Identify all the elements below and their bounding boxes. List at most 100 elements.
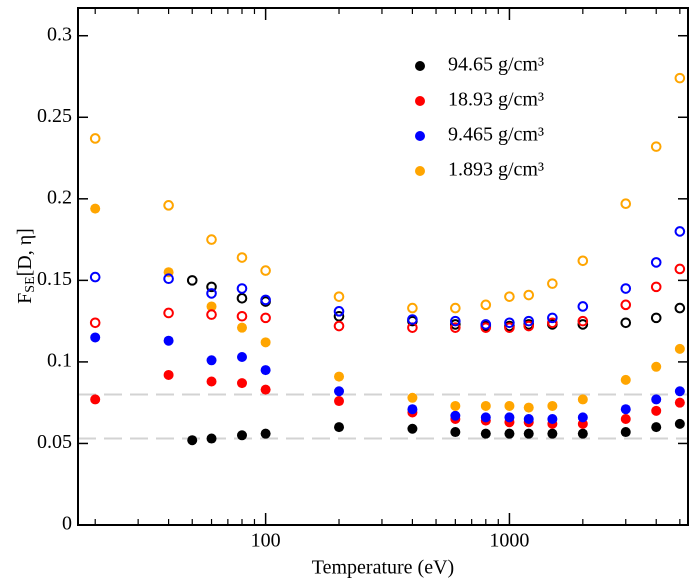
- marker: [90, 394, 101, 405]
- marker: [90, 332, 101, 343]
- y-tick-label: 0.05: [37, 431, 72, 453]
- marker: [260, 384, 271, 395]
- marker: [260, 365, 271, 376]
- open-marker: [236, 252, 248, 263]
- open-marker: [236, 283, 248, 294]
- marker: [334, 386, 345, 397]
- open-marker: [206, 234, 217, 245]
- marker: [523, 413, 534, 424]
- y-label-sub: SE: [23, 276, 38, 292]
- open-marker: [577, 255, 589, 267]
- open-marker: [333, 291, 345, 302]
- open-marker: [620, 317, 632, 329]
- marker: [163, 335, 174, 346]
- y-tick-label: 0.25: [37, 105, 72, 127]
- open-marker: [650, 257, 662, 268]
- open-marker: [480, 299, 492, 311]
- marker: [651, 361, 662, 372]
- open-marker: [236, 310, 248, 322]
- y-axis-label: FSE[D, η]: [14, 228, 39, 304]
- marker: [504, 400, 515, 411]
- marker: [504, 428, 515, 439]
- open-marker: [674, 72, 686, 84]
- y-tick-label: 0: [62, 513, 72, 535]
- marker: [577, 394, 588, 405]
- marker: [480, 428, 491, 439]
- marker: [450, 427, 461, 438]
- marker: [620, 404, 631, 415]
- marker: [206, 376, 217, 387]
- open-marker: [450, 322, 461, 333]
- marker: [260, 428, 271, 439]
- marker: [415, 61, 425, 71]
- marker: [236, 352, 247, 363]
- open-marker: [163, 200, 174, 211]
- y-tick-label: 0.3: [47, 23, 72, 45]
- open-marker: [260, 312, 271, 324]
- marker: [407, 392, 418, 403]
- marker: [450, 400, 461, 411]
- marker: [206, 355, 217, 366]
- marker: [415, 166, 425, 176]
- open-marker: [89, 317, 101, 329]
- open-marker: [650, 141, 662, 152]
- marker: [547, 400, 558, 411]
- open-marker: [504, 291, 515, 302]
- marker: [206, 433, 217, 444]
- marker: [547, 428, 558, 439]
- legend-label: 1.893 g/cm³: [448, 159, 544, 181]
- open-marker: [260, 265, 271, 276]
- marker: [547, 413, 558, 424]
- marker: [577, 428, 588, 439]
- open-marker: [674, 263, 686, 275]
- open-marker: [674, 226, 686, 237]
- open-marker: [577, 301, 589, 312]
- marker: [407, 423, 418, 434]
- open-marker: [89, 133, 101, 144]
- open-marker: [523, 289, 535, 301]
- open-marker: [407, 314, 418, 325]
- open-marker: [650, 312, 662, 324]
- marker: [90, 203, 101, 214]
- open-marker: [523, 320, 535, 332]
- marker: [334, 371, 345, 382]
- open-marker: [480, 322, 492, 333]
- y-label-main: F: [14, 293, 36, 304]
- open-marker: [333, 320, 345, 332]
- marker: [577, 412, 588, 423]
- marker: [450, 410, 461, 421]
- open-marker: [163, 273, 174, 285]
- marker: [260, 337, 271, 348]
- x-tick-label: 100: [251, 530, 281, 552]
- open-marker: [260, 294, 271, 306]
- marker: [236, 378, 247, 389]
- open-marker: [206, 309, 217, 320]
- marker: [236, 322, 247, 333]
- open-marker: [407, 302, 418, 314]
- y-tick-label: 0.15: [37, 268, 72, 290]
- marker: [674, 397, 685, 408]
- marker: [620, 427, 631, 438]
- open-marker: [620, 299, 632, 311]
- open-marker: [547, 317, 558, 329]
- marker: [334, 422, 345, 433]
- plot-frame: [77, 7, 689, 526]
- marker: [480, 412, 491, 423]
- y-label-rest: [D, η]: [14, 228, 36, 276]
- marker: [334, 396, 345, 407]
- marker: [415, 131, 425, 141]
- y-tick-label: 0.2: [47, 186, 72, 208]
- open-marker: [206, 281, 217, 293]
- open-marker: [577, 319, 589, 330]
- open-marker: [186, 275, 198, 286]
- marker: [480, 400, 491, 411]
- open-marker: [236, 293, 248, 304]
- marker: [620, 413, 631, 424]
- open-marker: [504, 322, 515, 333]
- marker: [504, 412, 515, 423]
- marker: [415, 96, 425, 106]
- open-marker: [620, 198, 632, 210]
- marker: [407, 404, 418, 415]
- marker: [523, 402, 534, 413]
